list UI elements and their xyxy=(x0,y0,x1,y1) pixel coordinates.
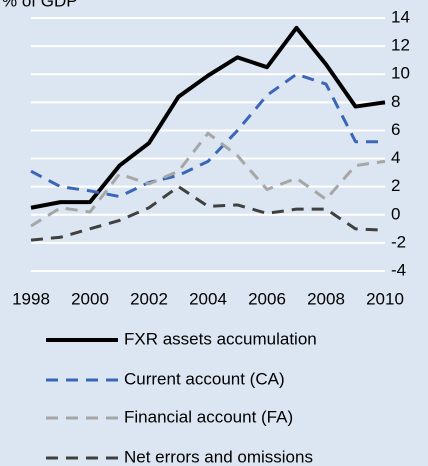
y-tick-label: 14 xyxy=(391,7,410,26)
y-tick-label: -2 xyxy=(391,232,406,251)
y-tick-label: 10 xyxy=(391,64,410,83)
x-tick-label: 2000 xyxy=(71,289,109,308)
x-tick-label: 2006 xyxy=(248,289,286,308)
x-tick-label: 2002 xyxy=(130,289,168,308)
chart-title: % of GDP xyxy=(2,0,78,10)
legend-label: Net errors and omissions xyxy=(124,447,313,466)
x-tick-label: 2004 xyxy=(189,289,227,308)
y-tick-label: 6 xyxy=(391,120,400,139)
x-tick-label: 2008 xyxy=(307,289,345,308)
y-tick-label: 8 xyxy=(391,92,400,111)
legend-label: FXR assets accumulation xyxy=(124,329,317,348)
x-tick-label: 2010 xyxy=(366,289,404,308)
y-tick-label: 0 xyxy=(391,204,400,223)
x-tick-label: 1998 xyxy=(12,289,50,308)
series-line xyxy=(30,185,386,242)
y-tick-label: 12 xyxy=(391,36,410,55)
legend-label: Current account (CA) xyxy=(124,369,285,388)
series-line xyxy=(30,72,385,199)
series-line xyxy=(30,131,386,228)
y-tick-label: 2 xyxy=(391,176,400,195)
y-tick-label: -4 xyxy=(391,260,406,279)
series-line xyxy=(30,25,386,210)
y-tick-label: 4 xyxy=(391,148,400,167)
legend-label: Financial account (FA) xyxy=(124,407,293,426)
